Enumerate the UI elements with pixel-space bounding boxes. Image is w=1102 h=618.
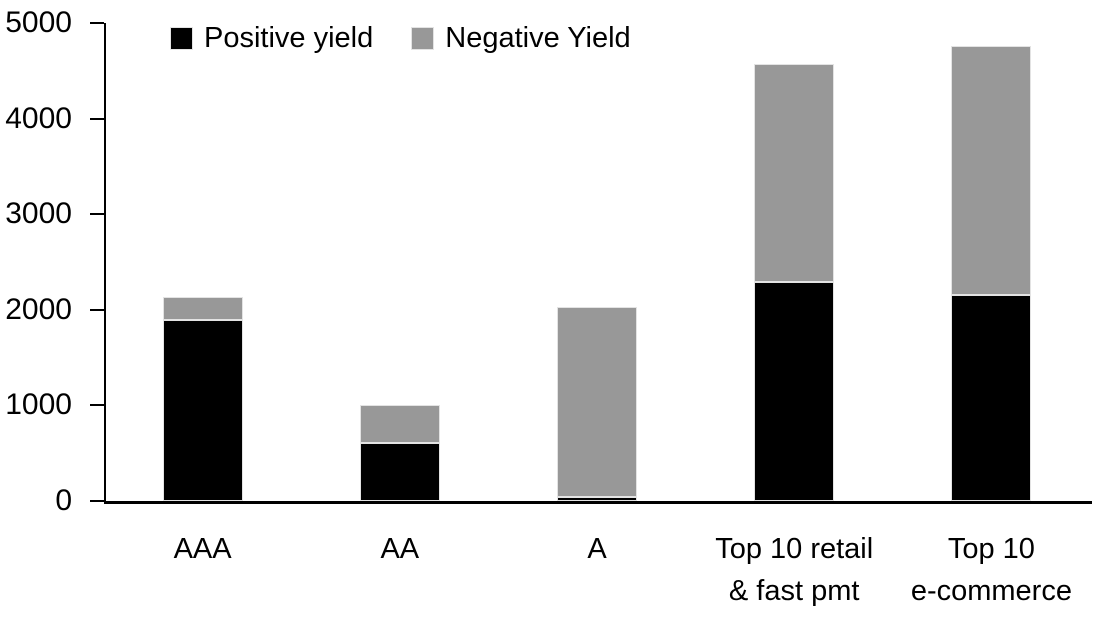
plot-area (104, 23, 1092, 504)
bar-segment-positive-yield-top-10-retail-fast-pmt (754, 282, 835, 501)
legend-swatch-positive-yield (170, 27, 193, 50)
y-tick-label: 4000 (5, 101, 72, 135)
y-tick (90, 117, 104, 120)
x-label-a: A (587, 533, 607, 565)
y-tick (90, 213, 104, 216)
legend-label-negative-yield: Negative Yield (445, 22, 631, 54)
x-label-aaa: AAA (173, 533, 232, 565)
y-tick (90, 500, 104, 502)
x-label-aa: AA (380, 533, 420, 565)
bar-segment-negative-yield-top-10-e-commerce (951, 45, 1032, 296)
bar-segment-positive-yield-aaa (162, 320, 243, 501)
bar-segment-positive-yield-top-10-e-commerce (951, 295, 1032, 501)
bar-segment-negative-yield-top-10-retail-fast-pmt (754, 64, 835, 283)
bar-segment-positive-yield-a (557, 497, 637, 501)
bar-segment-negative-yield-aaa (162, 297, 243, 321)
y-tick-label: 1000 (5, 388, 72, 422)
legend-item-positive-yield: Positive yield (170, 22, 373, 55)
legend-swatch-negative-yield (411, 27, 435, 50)
x-label-top-10-retail-fast-pmt: Top 10 retail & fast pmt (715, 533, 874, 607)
y-tick (90, 22, 104, 24)
y-tick (90, 308, 104, 311)
y-tick-label: 5000 (5, 6, 72, 39)
y-tick (90, 404, 104, 407)
bar-segment-positive-yield-aa (359, 442, 440, 501)
legend-label-positive-yield: Positive yield (204, 22, 374, 54)
x-label-top-10-e-commerce: Top 10 e-commerce (910, 533, 1072, 607)
y-tick-label: 0 (55, 484, 72, 517)
legend-item-negative-yield: Negative Yield (411, 22, 631, 55)
bar-segment-negative-yield-aa (359, 405, 440, 443)
chart-legend: Positive yield Negative Yield (170, 22, 631, 55)
y-tick-label: 2000 (5, 292, 72, 326)
bar-segment-negative-yield-a (557, 306, 637, 498)
y-tick-label: 3000 (5, 197, 72, 231)
